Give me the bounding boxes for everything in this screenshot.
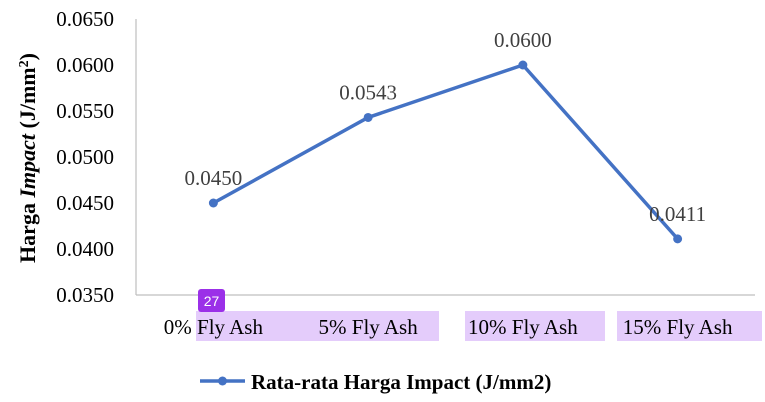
y-tick-label: 0.0500 — [56, 145, 114, 169]
x-tick-labels: 0% Fly Ash 5% Fly Ash 10% Fly Ash 15% Fly A… — [164, 315, 733, 339]
data-point — [363, 112, 373, 122]
data-label: 0.0411 — [649, 202, 706, 226]
series-group — [208, 60, 683, 244]
legend-label: Rata-rata Harga Impact (J/mm2) — [251, 370, 551, 394]
label-highlight — [465, 311, 605, 341]
y-tick-label: 0.0550 — [56, 99, 114, 123]
badge-background — [198, 289, 225, 312]
legend: Rata-rata Harga Impact (J/mm2) — [200, 370, 551, 394]
y-tick-label: 0.0400 — [56, 237, 114, 261]
x-tick-label: 10% Fly Ash — [468, 315, 578, 339]
badge-label: 27 — [204, 293, 220, 309]
series-line — [212, 63, 679, 241]
y-axis-label: Harga Impact (J/mm2) — [15, 53, 40, 263]
data-label: 0.0543 — [339, 80, 397, 104]
data-point — [673, 234, 683, 244]
x-tick-label: 0% Fly Ash — [164, 315, 264, 339]
badge: 27 — [198, 289, 225, 312]
label-highlight — [617, 311, 762, 341]
data-point — [208, 198, 218, 208]
x-tick-label: 5% Fly Ash — [319, 315, 419, 339]
data-label: 0.0600 — [494, 28, 552, 52]
legend-point-marker — [218, 376, 227, 386]
axes — [135, 19, 755, 296]
y-tick-label: 0.0650 — [56, 7, 114, 31]
category-highlights — [196, 311, 762, 341]
y-tick-label: 0.0350 — [56, 283, 114, 307]
label-highlight — [196, 311, 439, 341]
y-tick-label: 0.0600 — [56, 53, 114, 77]
data-label: 0.0450 — [185, 166, 243, 190]
y-tick-labels: 0.0350 0.0400 0.0450 0.0500 0.0550 0.0600 0.06… — [56, 7, 114, 307]
data-point — [518, 60, 528, 70]
y-tick-label: 0.0450 — [56, 191, 114, 215]
data-labels: 0.0450 0.0543 0.0600 0.0411 — [185, 28, 707, 226]
x-tick-label: 15% Fly Ash — [623, 315, 733, 339]
